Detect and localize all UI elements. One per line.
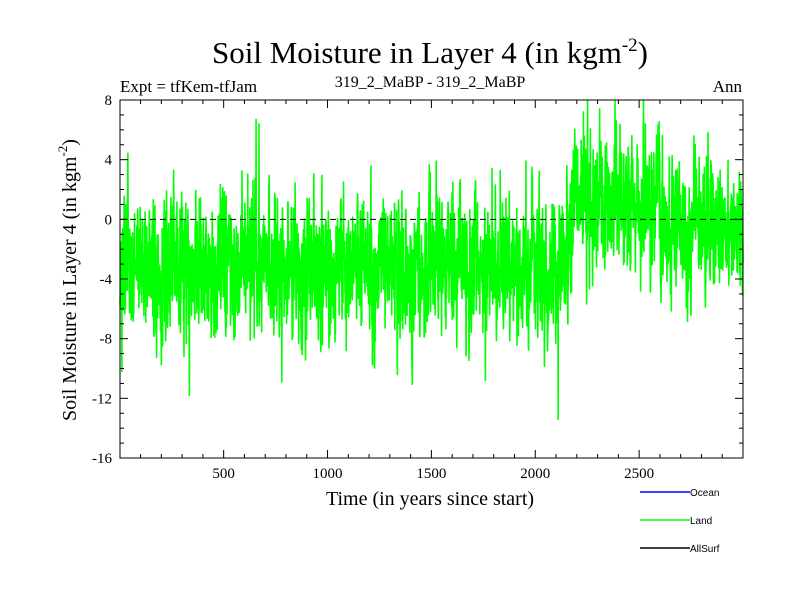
legend-label-ocean: Ocean	[690, 488, 719, 499]
legend-label-allsurf: AllSurf	[690, 544, 720, 555]
y-axis: 8 4 0 -4 -8 -12 -16	[92, 93, 743, 467]
x-axis: 500 1000 1500 2000 2500	[140, 100, 723, 482]
y-axis-label: Soil Moisture in Layer 4 (in kgm-2)	[55, 139, 81, 421]
y-tick-label: -4	[100, 272, 113, 288]
y-tick-label: 0	[105, 212, 113, 228]
x-tick-label: 500	[212, 466, 235, 482]
chart-title-close: )	[638, 35, 648, 70]
expt-right: Ann	[713, 77, 743, 96]
x-tick-label: 2000	[520, 466, 550, 482]
chart-title-sup: -2	[622, 35, 638, 56]
y-axis-label-close: )	[59, 139, 81, 146]
expt-center: 319_2_MaBP - 319_2_MaBP	[335, 74, 526, 91]
expt-left: Expt = tfKem-tfJam	[120, 77, 257, 96]
x-tick-label: 1000	[313, 466, 343, 482]
chart-title: Soil Moisture in Layer 4 (in kgm-2)	[212, 35, 648, 70]
y-axis-label-sup: -2	[55, 146, 70, 157]
legend-label-land: Land	[690, 516, 712, 527]
legend: Ocean Land AllSurf	[640, 488, 720, 555]
x-tick-label: 2500	[624, 466, 654, 482]
y-tick-label: -8	[100, 332, 113, 348]
y-tick-label: 8	[105, 93, 113, 109]
x-axis-label: Time (in years since start)	[326, 488, 534, 510]
y-axis-label-main: Soil Moisture in Layer 4 (in kgm	[59, 156, 81, 421]
plot-series	[119, 99, 744, 421]
y-tick-label: -16	[92, 451, 112, 467]
x-tick-label: 1500	[416, 466, 446, 482]
y-tick-label: -12	[92, 391, 112, 407]
chart-title-main: Soil Moisture in Layer 4 (in kgm	[212, 35, 622, 70]
y-tick-label: 4	[105, 153, 113, 169]
series-line-land	[119, 99, 744, 421]
